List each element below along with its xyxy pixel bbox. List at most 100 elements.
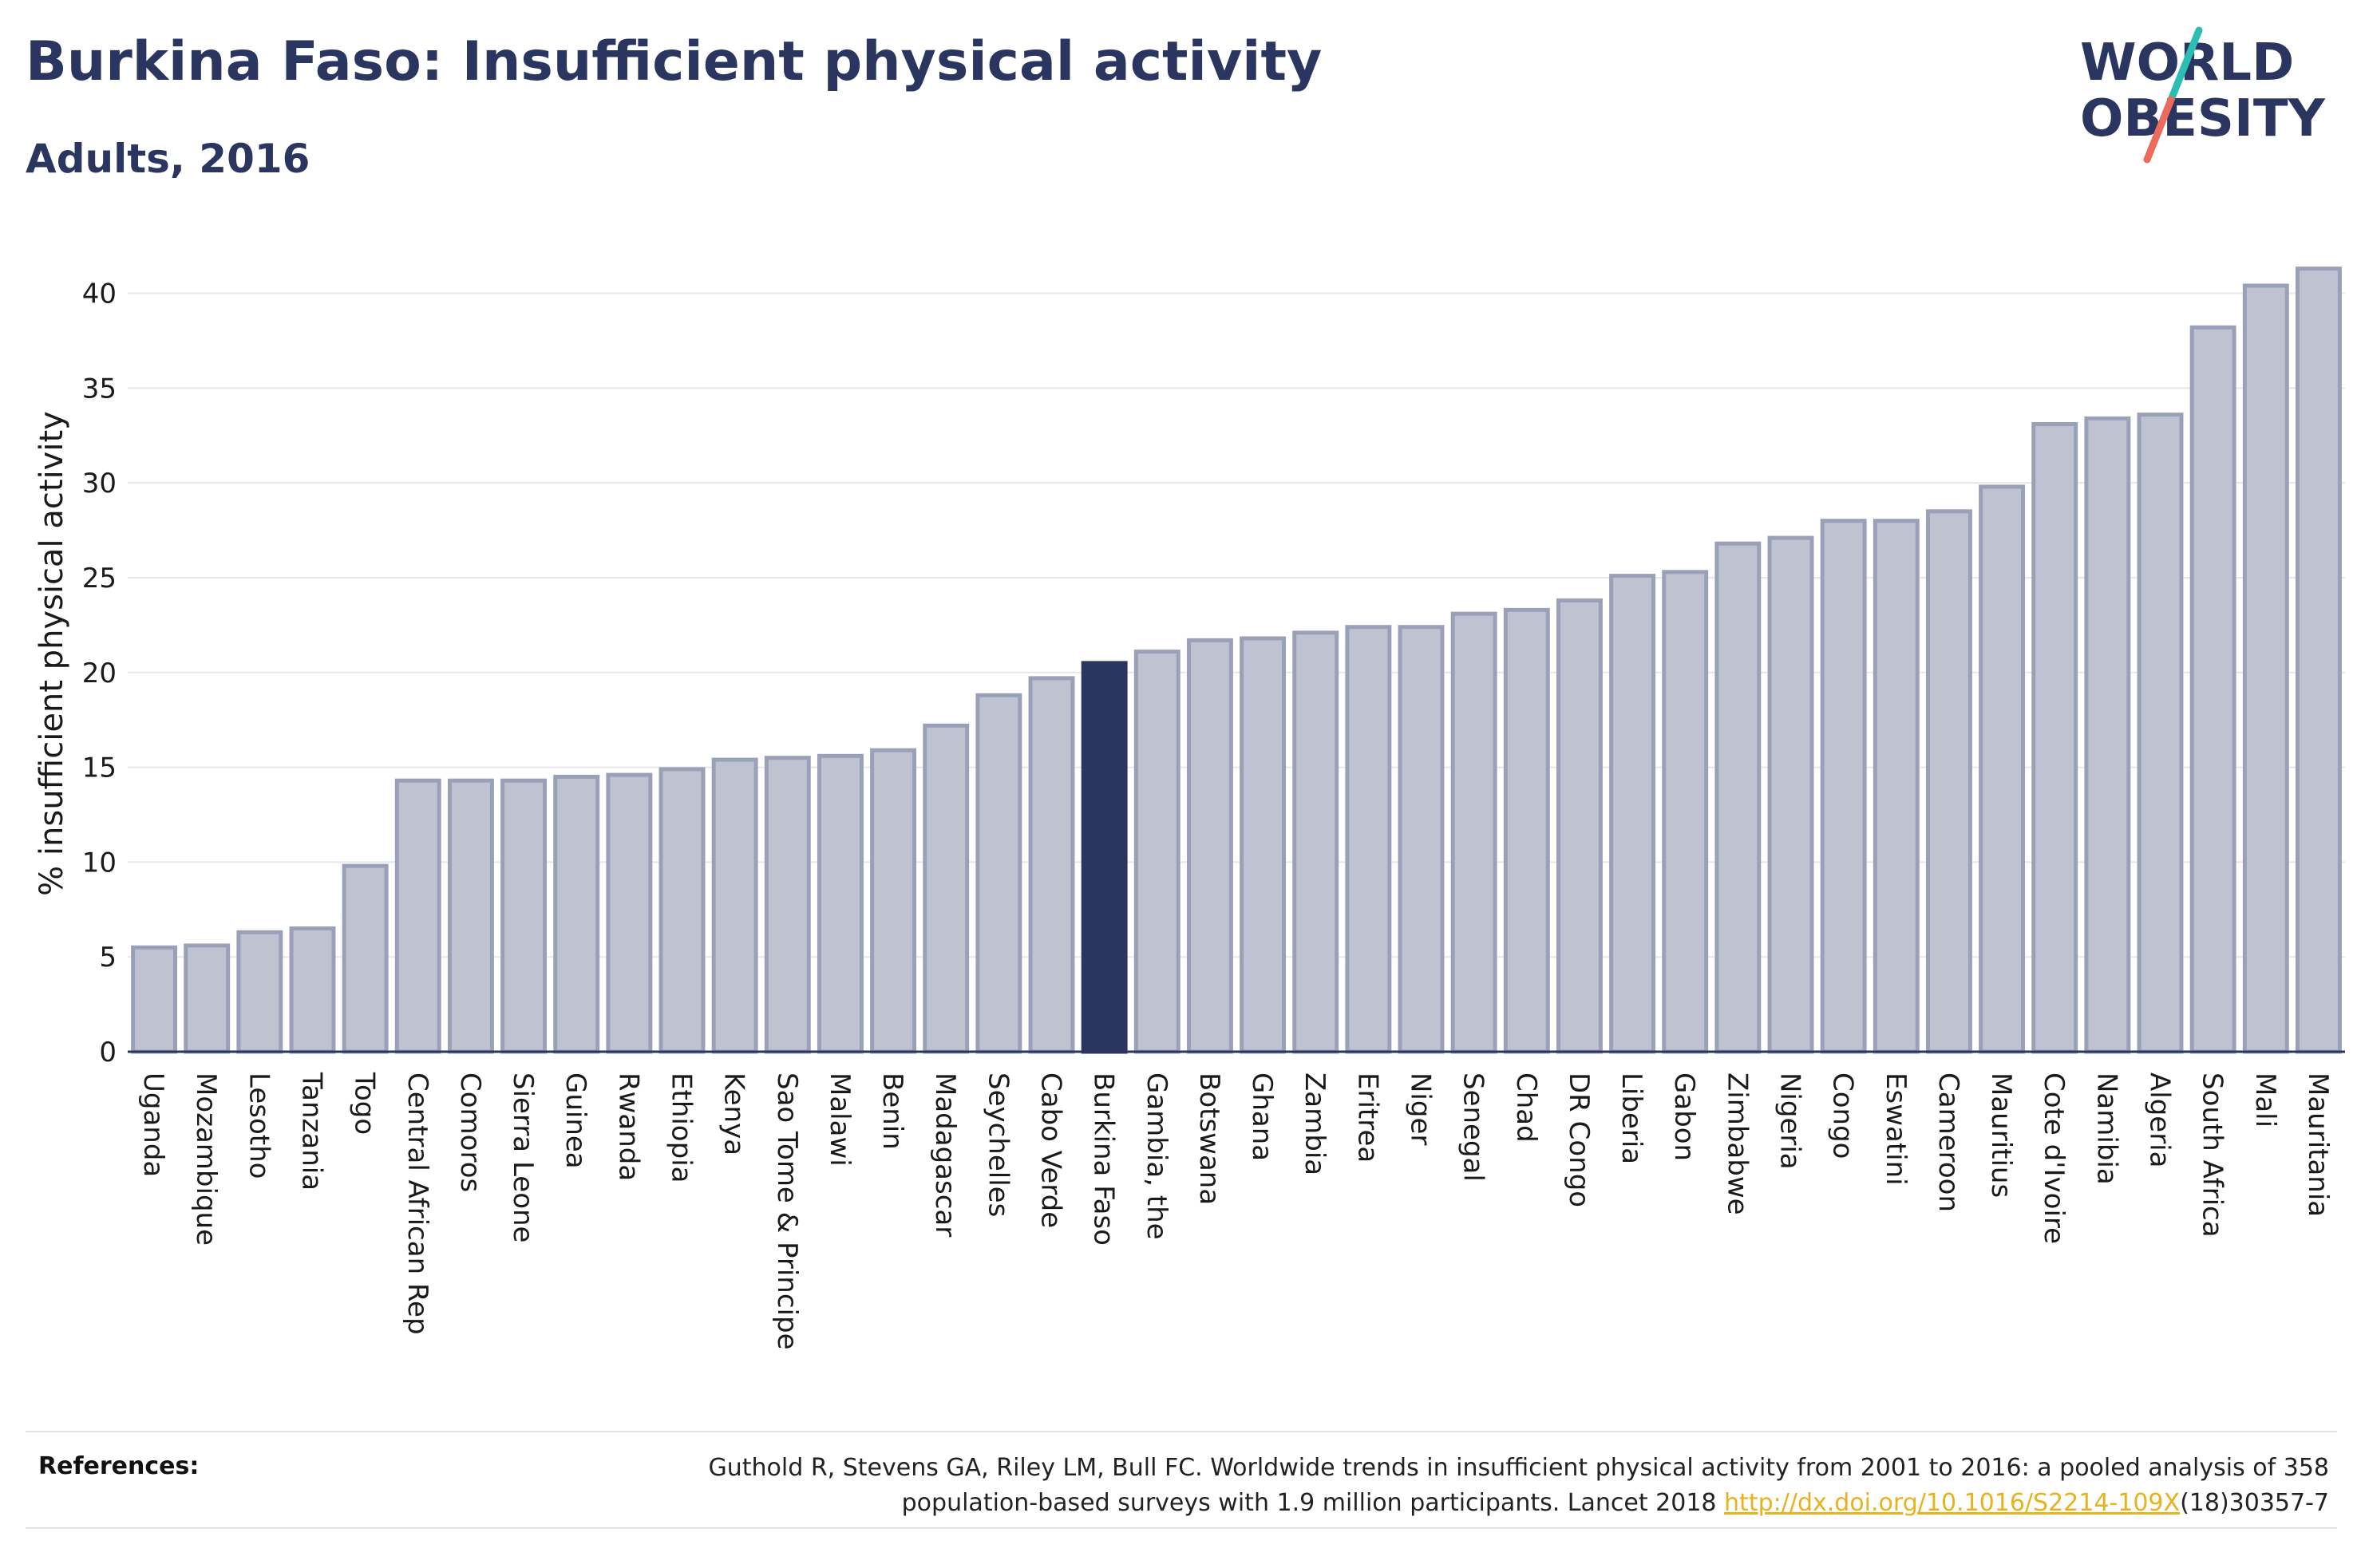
x-tick-labels: Uganda Mozambique Lesotho Tanzania Togo Centr… [137,1072,2334,1350]
x-tick-label: Ghana [1246,1072,1278,1161]
x-tick-label: Botswana [1193,1072,1225,1205]
y-tick-label: 30 [82,468,117,500]
bar [606,772,653,1054]
bar [1028,676,1075,1054]
x-tick-label: Gambia, the [1141,1072,1173,1240]
chart-subtitle: Adults, 2016 [26,136,310,182]
bar [1925,509,1972,1054]
x-tick-label: Kenya [718,1072,750,1155]
x-tick-label: Cote d'Ivoire [2038,1072,2070,1244]
bar [1450,611,1497,1054]
x-tick-label: Zimbabwe [1721,1072,1753,1215]
x-tick-label: Algeria [2144,1072,2176,1167]
bar [184,943,231,1054]
bar [1662,570,1709,1054]
y-tick-label: 25 [82,563,117,594]
bar [2295,267,2342,1054]
bar [817,753,864,1054]
bar [1609,574,1656,1054]
x-tick-label: Sao Tome & Principe [771,1072,803,1350]
bar [131,945,178,1054]
bar [2242,283,2289,1054]
y-tick-label: 20 [82,658,117,689]
bar [1292,630,1339,1054]
references-text: Guthold R, Stevens GA, Riley LM, Bull FC… [525,1451,2329,1521]
bar [1240,636,1287,1054]
x-tick-label: Cameroon [1932,1072,1964,1212]
bar [1345,625,1392,1054]
y-tick-label: 35 [82,373,117,405]
bar [1186,638,1233,1054]
bar [2137,413,2184,1054]
x-tick-label: Eritrea [1351,1072,1383,1163]
references-line1: Guthold R, Stevens GA, Riley LM, Bull FC… [708,1454,2329,1482]
x-tick-label: Nigeria [1774,1072,1806,1170]
bar [1556,598,1603,1054]
x-tick-label: Rwanda [612,1072,644,1181]
x-tick-label: Tanzania [296,1072,328,1191]
logo-slash-teal [2167,26,2203,104]
x-tick-label: Seychelles [982,1072,1014,1217]
y-axis-label: % insufficient physical activity [34,411,70,896]
bar [236,930,283,1054]
bar [1714,541,1762,1054]
world-obesity-logo: WORLD OBESITY [2080,26,2325,164]
x-tick-label: Namibia [2090,1072,2122,1185]
x-tick-label: Malawi [824,1072,856,1167]
x-tick-label: Mauritania [2302,1072,2334,1217]
divider-bottom [26,1527,2337,1529]
x-tick-label: Burkina Faso [1088,1072,1120,1246]
bar [975,693,1022,1054]
y-tick-label: 0 [99,1037,117,1068]
bar [500,778,548,1054]
bar [1767,535,1814,1054]
bar [342,863,389,1054]
bar [870,748,917,1054]
x-tick-label: Lesotho [243,1072,275,1179]
bar [764,756,811,1054]
x-tick-label: Liberia [1616,1072,1647,1164]
x-tick-label: Senegal [1457,1072,1489,1182]
bar [1979,484,2026,1054]
x-tick-label: South Africa [2197,1072,2229,1238]
bar [2189,325,2236,1054]
references-line2-prefix: population-based surveys with 1.9 millio… [901,1489,1725,1517]
logo-slash-coral [2143,96,2175,164]
bar [1398,625,1445,1054]
x-tick-label: Mozambique [190,1072,222,1246]
bar [1873,519,1920,1054]
bar [447,778,494,1054]
y-tick-label: 10 [82,847,117,879]
x-tick-label: Mauritius [1985,1072,2017,1198]
bar [711,757,758,1054]
y-tick-label: 15 [82,752,117,784]
references-line2: population-based surveys with 1.9 millio… [525,1486,2329,1521]
x-tick-label: Congo [1827,1072,1859,1159]
x-tick-label: DR Congo [1563,1072,1595,1207]
bar [1820,519,1867,1054]
logo-line2: OBESITY [2080,89,2325,148]
references-doi-link[interactable]: http://dx.doi.org/10.1016/S2214-109X [1724,1489,2181,1517]
chart-title: Burkina Faso: Insufficient physical acti… [26,30,1323,93]
references-label: References: [38,1452,200,1480]
x-tick-label: Eswatini [1880,1072,1912,1186]
x-tick-label: Zambia [1299,1072,1331,1175]
x-tick-label: Guinea [560,1072,591,1169]
bar [2084,416,2131,1054]
y-tick-label: 40 [82,278,117,310]
bar-chart: 0 5 10 15 20 25 30 35 40 Uganda Mozambique Lesotho… [34,267,2345,1350]
x-tick-label: Mali [2249,1072,2281,1128]
x-tick-label: Gabon [1668,1072,1700,1161]
references-line2-suffix: (18)30357-7 [2180,1489,2329,1517]
bar [2031,421,2078,1054]
x-tick-label: Comoros [454,1072,486,1192]
y-tick-label: 5 [99,942,117,974]
x-tick-label: Benin [876,1072,908,1150]
x-tick-label: Ethiopia [666,1072,698,1183]
bar [553,774,600,1054]
bar [658,767,706,1054]
bar [1133,650,1180,1054]
x-tick-label: Togo [349,1072,381,1135]
x-tick-label: Chad [1510,1072,1542,1143]
x-tick-label: Niger [1405,1072,1437,1145]
